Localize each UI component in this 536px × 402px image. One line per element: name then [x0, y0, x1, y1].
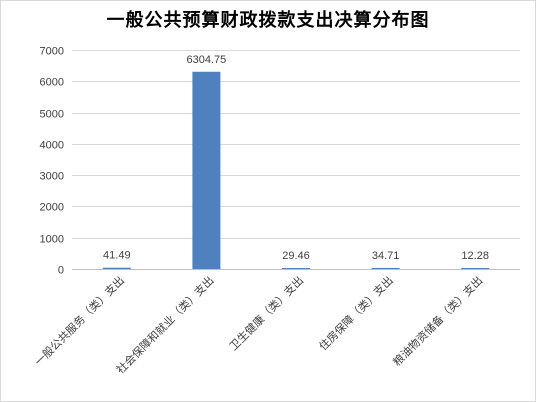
bar — [282, 268, 310, 269]
x-tick-label: 卫生健康（类）支出 — [226, 273, 306, 353]
data-label: 6304.75 — [187, 54, 227, 66]
data-label: 12.28 — [461, 250, 489, 262]
y-tick-label: 1000 — [40, 234, 64, 246]
data-labels: 41.49 6304.75 29.46 34.71 12.28 — [103, 54, 489, 262]
y-tick-label: 5000 — [40, 109, 64, 121]
y-tick-label: 3000 — [40, 171, 64, 183]
y-tick-label: 4000 — [40, 140, 64, 152]
y-axis-tick-labels: 0 1000 2000 3000 4000 5000 6000 7000 — [40, 46, 64, 277]
data-label: 41.49 — [103, 250, 131, 262]
y-tick-label: 2000 — [40, 202, 64, 214]
bar — [192, 71, 221, 269]
x-tick-label: 社会保障和就业（类）支出 — [113, 273, 216, 376]
x-tick-label: 一般公共服务（类）支出 — [31, 273, 126, 368]
data-label: 29.46 — [282, 250, 310, 262]
data-label: 34.71 — [372, 250, 400, 262]
bar — [102, 267, 131, 269]
x-tick-label: 粮油物资储备（类）支出 — [390, 273, 485, 368]
bar — [461, 268, 490, 269]
gridlines — [72, 50, 520, 270]
bars — [102, 71, 490, 269]
chart-title: 一般公共预算财政拨款支出决算分布图 — [106, 10, 430, 31]
x-tick-label: 住房保障（类）支出 — [316, 273, 396, 353]
y-tick-label: 0 — [58, 265, 64, 277]
y-tick-label: 7000 — [40, 46, 64, 58]
bar — [371, 267, 400, 269]
y-tick-label: 6000 — [40, 77, 64, 89]
